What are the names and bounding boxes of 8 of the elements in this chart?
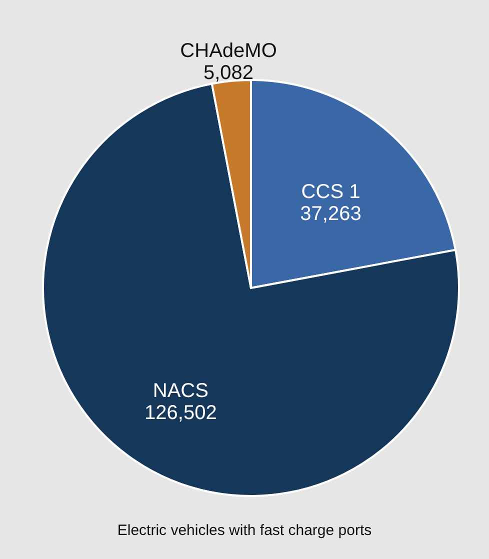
slice-label: NACS <box>152 380 208 402</box>
slice-label: CHAdeMO <box>180 40 277 62</box>
data-label: 37,263 <box>300 203 362 226</box>
slice-label: CCS 1 <box>301 181 360 204</box>
pie-slice <box>42 82 460 497</box>
data-label: 5,082 <box>204 62 254 84</box>
data-label: 126,502 <box>144 402 217 424</box>
text: Electric vehicles with fast charge ports <box>117 522 372 539</box>
